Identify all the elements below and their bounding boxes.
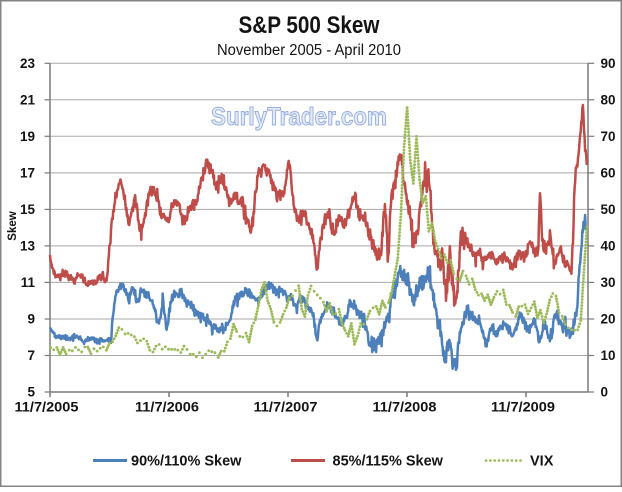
svg-text:85%/115% Skew: 85%/115% Skew bbox=[333, 454, 444, 470]
svg-text:30: 30 bbox=[601, 275, 616, 290]
svg-text:70: 70 bbox=[601, 129, 616, 144]
svg-text:80: 80 bbox=[601, 92, 616, 107]
svg-text:November 2005 - April 2010: November 2005 - April 2010 bbox=[217, 42, 401, 59]
svg-text:15: 15 bbox=[20, 202, 36, 217]
svg-text:SurlyTrader.com: SurlyTrader.com bbox=[211, 103, 387, 131]
svg-text:5: 5 bbox=[27, 385, 35, 400]
svg-text:SurlyTrader.com: SurlyTrader.com bbox=[211, 103, 387, 131]
svg-text:7: 7 bbox=[27, 348, 35, 363]
svg-text:11/7/2009: 11/7/2009 bbox=[491, 400, 555, 415]
svg-text:VIX: VIX bbox=[530, 454, 554, 470]
svg-text:S&P 500 Skew: S&P 500 Skew bbox=[239, 12, 380, 39]
svg-text:40: 40 bbox=[601, 238, 616, 253]
svg-text:20: 20 bbox=[601, 312, 616, 327]
svg-text:23: 23 bbox=[20, 56, 36, 71]
svg-text:11/7/2005: 11/7/2005 bbox=[15, 400, 80, 415]
svg-text:11/7/2006: 11/7/2006 bbox=[135, 400, 200, 415]
svg-text:50: 50 bbox=[601, 202, 616, 217]
svg-text:11: 11 bbox=[21, 275, 36, 290]
svg-text:10: 10 bbox=[601, 348, 616, 363]
svg-text:13: 13 bbox=[20, 238, 36, 253]
svg-text:17: 17 bbox=[20, 165, 35, 180]
svg-text:Skew: Skew bbox=[7, 211, 19, 240]
svg-text:60: 60 bbox=[601, 165, 616, 180]
svg-text:19: 19 bbox=[20, 129, 35, 144]
svg-text:9: 9 bbox=[27, 312, 35, 327]
svg-text:90: 90 bbox=[601, 56, 616, 71]
svg-text:21: 21 bbox=[20, 92, 36, 107]
svg-text:11/7/2007: 11/7/2007 bbox=[254, 400, 318, 415]
svg-text:11/7/2008: 11/7/2008 bbox=[373, 400, 438, 415]
svg-text:90%/110% Skew: 90%/110% Skew bbox=[131, 454, 242, 470]
svg-text:0: 0 bbox=[601, 385, 609, 400]
